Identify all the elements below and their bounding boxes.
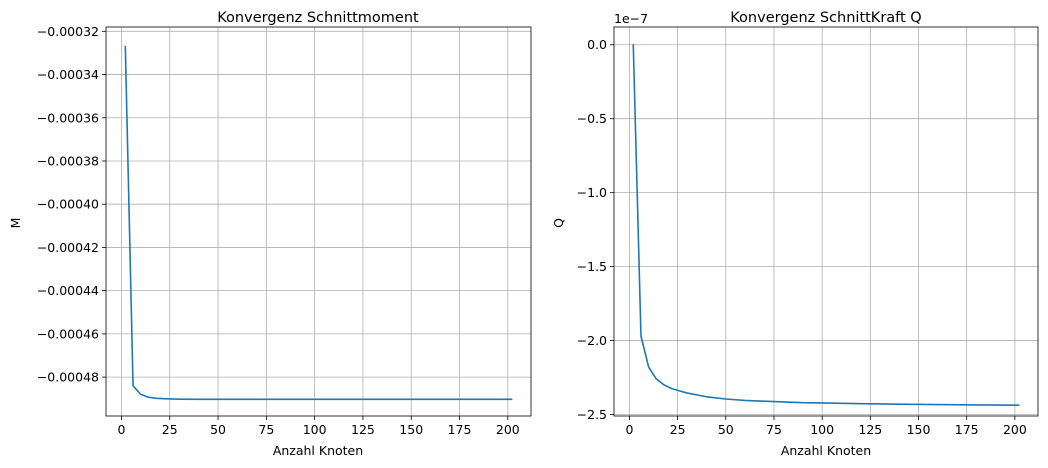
y-axis-label: M [8, 218, 23, 229]
x-tick-label: 125 [858, 422, 882, 437]
x-tick-label: 100 [303, 422, 327, 437]
axis-ticks: 0 25 50 75 100 125 150 175 200 −2.5 −2.0 −1.5 −1.0 −0… [577, 37, 1027, 437]
x-tick-label: 25 [670, 422, 686, 437]
y-tick-label: −1.0 [577, 185, 607, 200]
axis-ticks: 0 25 50 75 100 125 150 175 200 −0.00048 −0.00046 −0… [37, 24, 520, 437]
x-tick-label: 100 [810, 422, 834, 437]
y-tick-label: −1.5 [577, 259, 607, 274]
y-tick-label: −0.00036 [37, 110, 99, 125]
x-tick-label: 75 [766, 422, 782, 437]
y-tick-label: −0.00046 [37, 326, 99, 341]
y-tick-label: −0.00034 [37, 67, 99, 82]
chart-moment: Konvergenz Schnittmoment Anzahl Knoten M… [8, 10, 532, 458]
x-tick-label: 150 [907, 422, 931, 437]
gridlines [614, 27, 1038, 416]
y-tick-label: −0.00044 [37, 283, 99, 298]
axes-frame [613, 26, 1039, 417]
x-tick-label: 175 [448, 422, 472, 437]
x-tick-label: 50 [718, 422, 734, 437]
axes-frame [105, 26, 532, 417]
x-tick-label: 125 [351, 422, 375, 437]
y-tick-label: −0.00038 [37, 153, 99, 168]
y-tick-label: −2.5 [577, 407, 607, 422]
chart-title: Konvergenz Schnittmoment [217, 10, 419, 26]
y-tick-label: −2.0 [577, 333, 607, 348]
x-tick-label: 50 [210, 422, 226, 437]
y-tick-label: 0.0 [587, 37, 607, 52]
chart-title: Konvergenz SchnittKraft Q [730, 10, 921, 26]
gridlines [106, 27, 531, 416]
x-tick-label: 150 [399, 422, 423, 437]
series-line [632, 43, 1020, 407]
x-tick-label: 175 [955, 422, 979, 437]
x-tick-label: 0 [625, 422, 633, 437]
y-tick-label: −0.00048 [37, 370, 99, 385]
plot-area [124, 45, 513, 401]
x-tick-label: 75 [258, 422, 274, 437]
y-tick-label: −0.00042 [37, 240, 99, 255]
y-tick-label: −0.00040 [37, 197, 99, 212]
series-line [124, 45, 513, 401]
x-tick-label: 0 [117, 422, 125, 437]
x-tick-label: 200 [496, 422, 520, 437]
x-axis-label: Anzahl Knoten [273, 443, 363, 458]
y-tick-label: −0.5 [577, 111, 607, 126]
chart-shear-force: Konvergenz SchnittKraft Q Anzahl Knoten … [551, 10, 1039, 458]
x-tick-label: 200 [1003, 422, 1027, 437]
y-axis-label: Q [551, 218, 566, 228]
y-tick-label: −0.00032 [37, 24, 99, 39]
y-axis-offset-label: 1e−7 [614, 11, 648, 26]
x-axis-label: Anzahl Knoten [781, 443, 871, 458]
x-tick-label: 25 [162, 422, 178, 437]
plot-area [632, 43, 1020, 407]
